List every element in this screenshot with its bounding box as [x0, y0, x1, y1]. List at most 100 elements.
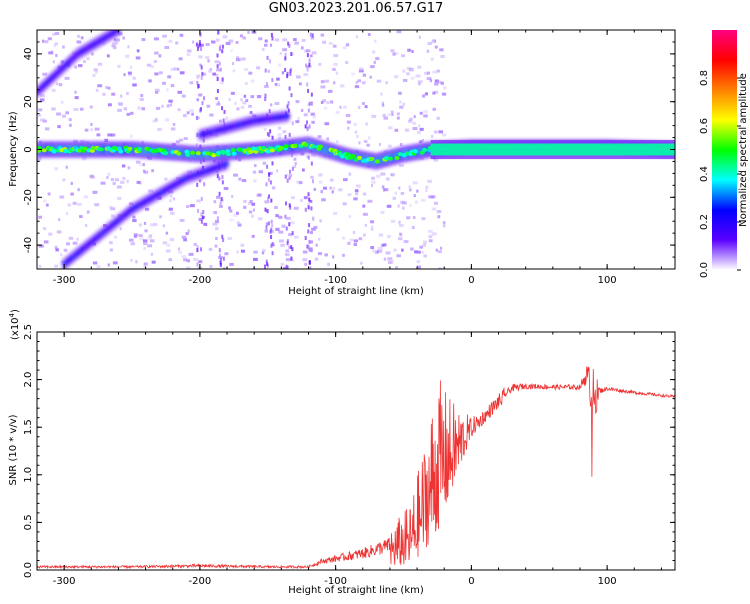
heatmap-cell [318, 237, 321, 241]
heatmap-cell [410, 76, 415, 80]
heatmap-cell [227, 236, 232, 240]
snr-x-tick-label: 100 [598, 576, 617, 587]
heatmap-cell [228, 39, 234, 43]
heatmap-cell [196, 74, 201, 78]
heatmap-cell [107, 172, 111, 176]
heatmap-cell [381, 185, 385, 189]
heatmap-cell [177, 247, 181, 251]
heatmap-cell [410, 247, 414, 251]
heatmap-cell [309, 266, 312, 269]
heatmap-cell [367, 33, 371, 37]
heatmap-cell [221, 150, 227, 155]
heatmap-cell [290, 93, 293, 98]
heatmap-cell [291, 166, 294, 171]
heatmap-cell [135, 260, 138, 264]
heatmap-cell [353, 122, 357, 126]
heatmap-cell [106, 176, 109, 180]
snr-y-tick-label: 0.0 [23, 562, 34, 578]
heatmap-cell [416, 250, 421, 254]
heatmap-cell [175, 140, 180, 144]
heatmap-cell [411, 225, 415, 229]
heatmap-cell [355, 184, 361, 188]
heatmap-cell [86, 210, 90, 214]
heatmap-cell [250, 79, 255, 83]
heatmap-cell [399, 142, 403, 146]
heatmap-cell [133, 233, 138, 237]
heatmap-cell [432, 107, 436, 111]
heatmap-cell [414, 250, 418, 254]
heatmap-cell [431, 195, 436, 199]
heatmap-cell [175, 41, 179, 45]
heatmap-cell [291, 258, 295, 262]
heatmap-cell [60, 100, 64, 104]
heatmap-cell [268, 133, 271, 138]
heatmap-cell [281, 71, 285, 75]
heatmap-cell [221, 77, 224, 82]
heatmap-cell [314, 257, 319, 261]
heatmap-cell [390, 219, 396, 223]
heatmap-cell [218, 248, 221, 253]
heatmap-cell [143, 262, 148, 266]
heatmap-cell [169, 238, 175, 242]
heatmap-cell [307, 108, 310, 113]
heatmap-cell [214, 220, 220, 224]
heatmap-cell [322, 99, 326, 103]
heatmap-cell [323, 106, 328, 110]
heatmap-cell [66, 242, 70, 246]
heatmap-cell [60, 253, 63, 257]
heatmap-cell [309, 231, 314, 235]
heatmap-cell [248, 104, 252, 108]
heatmap-cell [375, 57, 380, 61]
heatmap-cell [386, 177, 390, 181]
heatmap-cell [183, 258, 188, 262]
heatmap-cell [65, 111, 70, 115]
heatmap-cell [236, 56, 239, 60]
heatmap-cell [154, 51, 159, 55]
heatmap-cell [282, 38, 288, 42]
heatmap-cell [369, 157, 375, 162]
heatmap-cell [304, 207, 307, 212]
snr-series-line [37, 366, 675, 570]
heatmap-cell [120, 180, 125, 184]
heatmap-cell [401, 201, 407, 205]
heatmap-cell [288, 203, 291, 208]
heatmap-cell [240, 98, 243, 102]
heatmap-cell [423, 240, 427, 244]
heatmap-cell [207, 59, 210, 63]
heatmap-cell [219, 260, 222, 265]
heatmap-cell [378, 249, 383, 253]
heatmap-cell [419, 111, 423, 115]
heatmap-cell [355, 35, 358, 39]
heatmap-cell [383, 188, 389, 192]
heatmap-cell [358, 106, 361, 110]
heatmap-cell [288, 43, 291, 48]
heatmap-cell [261, 251, 265, 255]
heatmap-cell [200, 247, 203, 252]
heatmap-cell [343, 178, 348, 182]
heatmap-cell [208, 247, 213, 251]
heatmap-cell [339, 105, 342, 109]
heatmap-cell [310, 153, 316, 157]
heatmap-cell [394, 191, 398, 195]
heatmap-cell [98, 147, 104, 152]
heatmap-cell [390, 49, 395, 53]
heatmap-cell [293, 157, 297, 161]
heatmap-cell [56, 230, 62, 234]
heatmap-cell [38, 244, 44, 248]
heatmap-cell [387, 156, 393, 161]
heatmap-cell [291, 247, 294, 252]
heatmap-cell [266, 197, 269, 202]
heatmap-cell [364, 105, 368, 109]
heatmap-cell [128, 73, 132, 77]
heatmap-cell [270, 219, 273, 224]
heatmap-cell [375, 250, 379, 254]
heatmap-cell [209, 264, 213, 268]
heatmap-cell [62, 178, 66, 182]
heatmap-cell [296, 180, 301, 184]
heatmap-cell [200, 219, 203, 224]
heatmap-cell [190, 150, 196, 155]
heatmap-cell [102, 92, 106, 96]
heatmap-cell [439, 246, 443, 250]
spectrogram-x-tick-label: 0 [468, 275, 474, 286]
heatmap-cell [290, 52, 293, 57]
